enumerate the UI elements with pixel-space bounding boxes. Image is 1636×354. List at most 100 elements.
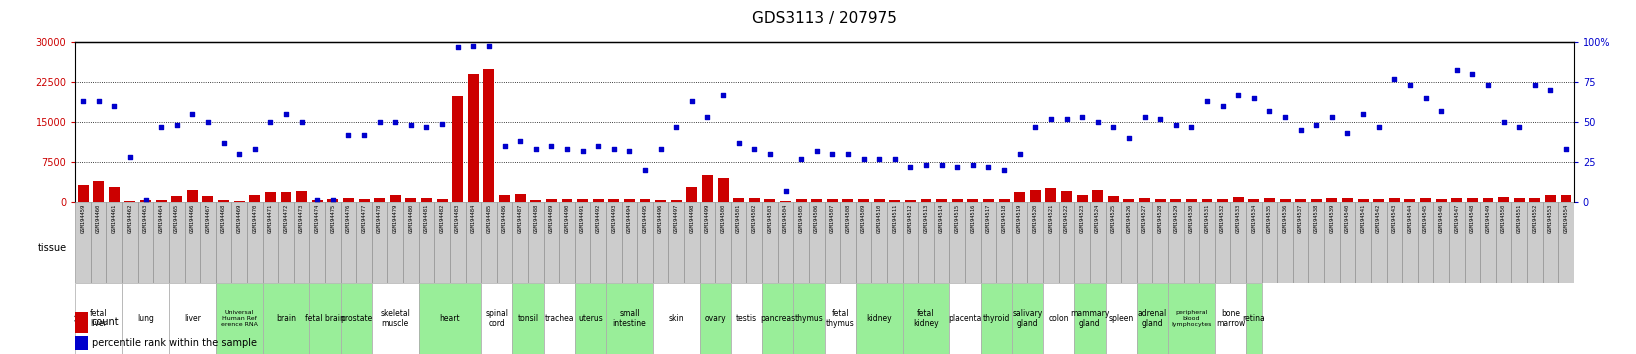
Text: GSM194500: GSM194500 — [720, 204, 726, 234]
Bar — [1168, 202, 1183, 283]
Text: GSM194499: GSM194499 — [705, 204, 710, 234]
Point — [600, 147, 627, 152]
Bar — [700, 283, 731, 354]
Text: GSM194496: GSM194496 — [658, 204, 663, 234]
Bar — [1292, 202, 1309, 283]
Bar — [1482, 198, 1494, 202]
Bar — [530, 200, 542, 202]
Point — [1068, 115, 1094, 120]
Bar — [905, 200, 916, 202]
Bar — [983, 199, 995, 202]
Bar — [1027, 202, 1044, 283]
Bar — [859, 199, 869, 202]
Bar — [780, 201, 790, 202]
Text: GSM194459: GSM194459 — [80, 204, 85, 234]
Bar — [1058, 202, 1075, 283]
Point — [445, 45, 471, 50]
Bar — [1355, 202, 1371, 283]
Text: GSM194468: GSM194468 — [221, 204, 226, 234]
Text: GSM194478: GSM194478 — [378, 204, 383, 234]
Text: GSM194467: GSM194467 — [206, 204, 211, 234]
Point — [1006, 151, 1032, 157]
Bar — [808, 202, 825, 283]
Bar — [434, 202, 450, 283]
Text: GSM194546: GSM194546 — [1438, 204, 1443, 234]
Bar — [731, 283, 762, 354]
Text: GSM194474: GSM194474 — [314, 204, 319, 234]
Bar — [123, 283, 169, 354]
Bar — [574, 283, 605, 354]
Point — [133, 198, 159, 203]
Bar — [1512, 202, 1526, 283]
Point — [1288, 127, 1314, 133]
Bar — [1201, 199, 1212, 202]
Bar — [1106, 202, 1121, 283]
Bar — [887, 202, 903, 283]
Point — [1163, 122, 1189, 128]
Bar — [965, 202, 980, 283]
Point — [1428, 108, 1454, 114]
Bar — [450, 202, 466, 283]
Bar — [1011, 202, 1027, 283]
Bar — [75, 283, 123, 354]
Point — [116, 154, 142, 160]
Text: GSM194484: GSM194484 — [471, 204, 476, 234]
Point — [726, 140, 753, 146]
Point — [1101, 124, 1127, 130]
Text: GSM194532: GSM194532 — [1220, 204, 1225, 234]
Bar — [1433, 202, 1449, 283]
Bar — [654, 200, 666, 202]
Text: GSM194552: GSM194552 — [1533, 204, 1538, 234]
Bar — [1248, 199, 1260, 202]
Bar — [543, 283, 574, 354]
Point — [70, 98, 97, 104]
Bar — [216, 202, 231, 283]
Bar — [278, 202, 294, 283]
Text: GSM194548: GSM194548 — [1469, 204, 1476, 234]
Bar — [375, 198, 384, 202]
Point — [398, 122, 424, 128]
Bar — [169, 202, 185, 283]
Text: GSM194509: GSM194509 — [861, 204, 865, 234]
Bar — [1183, 202, 1199, 283]
Bar — [1170, 199, 1181, 202]
Bar — [980, 202, 996, 283]
Bar — [406, 198, 416, 202]
Bar — [1467, 198, 1477, 202]
Text: count: count — [92, 317, 119, 327]
Bar — [216, 283, 262, 354]
Bar — [512, 283, 543, 354]
Point — [741, 147, 767, 152]
Bar — [936, 199, 947, 202]
Bar — [811, 199, 823, 202]
Text: thyroid: thyroid — [983, 314, 1009, 323]
Point — [257, 119, 283, 125]
Bar — [1561, 195, 1572, 202]
Bar — [1217, 199, 1229, 202]
Bar — [93, 181, 105, 202]
Bar — [1029, 190, 1040, 202]
Bar — [998, 199, 1009, 202]
Text: GSM194489: GSM194489 — [548, 204, 555, 234]
Text: GSM194549: GSM194549 — [1485, 204, 1490, 234]
Point — [555, 147, 581, 152]
Point — [1490, 119, 1517, 125]
Bar — [1513, 198, 1525, 202]
Bar — [1499, 197, 1508, 202]
Text: GSM194473: GSM194473 — [299, 204, 304, 234]
Text: trachea: trachea — [545, 314, 574, 323]
Text: GSM194543: GSM194543 — [1392, 204, 1397, 234]
Bar — [872, 202, 887, 283]
Bar — [1544, 195, 1556, 202]
Text: GSM194525: GSM194525 — [1111, 204, 1116, 234]
Point — [1553, 147, 1579, 152]
Bar — [715, 202, 731, 283]
Bar — [653, 202, 669, 283]
Bar — [622, 202, 636, 283]
Text: GSM194554: GSM194554 — [1564, 204, 1569, 234]
Bar — [903, 283, 949, 354]
Text: GDS3113 / 207975: GDS3113 / 207975 — [753, 11, 897, 25]
Bar — [312, 200, 322, 202]
Point — [803, 148, 829, 154]
Bar — [574, 202, 591, 283]
